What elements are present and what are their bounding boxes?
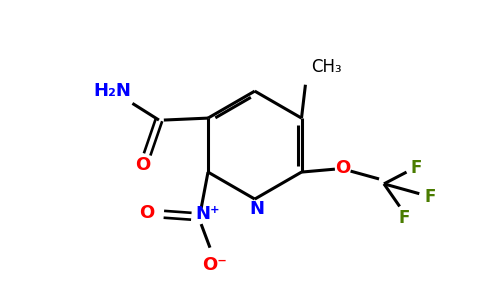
Text: F: F	[399, 209, 410, 227]
Text: O: O	[335, 159, 350, 177]
Text: CH₃: CH₃	[311, 58, 341, 76]
Text: F: F	[410, 159, 422, 177]
Text: N⁺: N⁺	[196, 205, 220, 223]
Text: H₂N: H₂N	[94, 82, 132, 100]
Text: F: F	[424, 188, 436, 206]
Text: O: O	[136, 156, 151, 174]
Text: O: O	[139, 204, 155, 222]
Text: O⁻: O⁻	[202, 256, 227, 274]
Text: N: N	[249, 200, 264, 218]
